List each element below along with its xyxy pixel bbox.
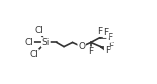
Text: Cl: Cl: [29, 50, 38, 59]
Text: F: F: [97, 27, 103, 36]
Text: F: F: [107, 33, 112, 42]
Text: F: F: [103, 28, 109, 37]
Text: F: F: [88, 47, 93, 56]
Text: F: F: [105, 46, 110, 55]
Text: F: F: [108, 42, 113, 51]
Text: Cl: Cl: [34, 26, 43, 35]
Text: Si: Si: [42, 38, 50, 47]
Text: F: F: [105, 47, 110, 56]
Text: O: O: [78, 42, 85, 51]
Text: Cl: Cl: [24, 38, 33, 47]
